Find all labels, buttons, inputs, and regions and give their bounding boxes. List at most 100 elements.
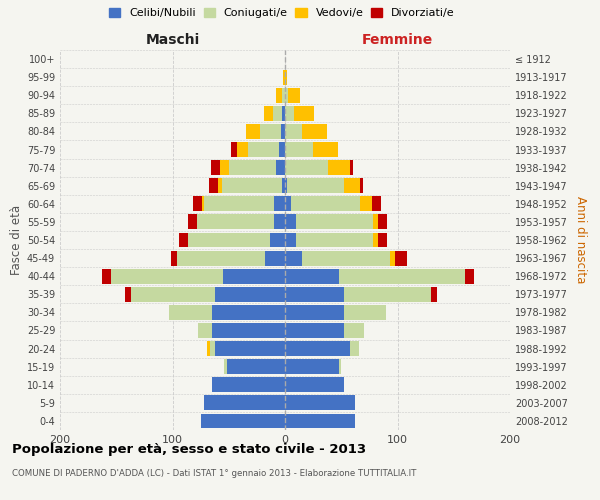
Bar: [465, 269, 474, 283]
Bar: [218, 178, 222, 193]
Bar: [212, 323, 285, 338]
Bar: [274, 214, 285, 230]
Bar: [215, 287, 285, 302]
Text: Popolazione per età, sesso e stato civile - 2013: Popolazione per età, sesso e stato civil…: [12, 442, 366, 456]
Bar: [281, 124, 285, 139]
Bar: [271, 232, 285, 248]
Bar: [125, 287, 131, 302]
Bar: [431, 287, 437, 302]
Bar: [215, 341, 285, 356]
Bar: [328, 160, 350, 175]
Bar: [245, 124, 260, 139]
Bar: [285, 160, 328, 175]
Bar: [285, 269, 339, 283]
Text: Maschi: Maschi: [145, 34, 200, 48]
Bar: [283, 70, 285, 84]
Bar: [209, 341, 215, 356]
Bar: [204, 396, 285, 410]
Bar: [188, 214, 197, 230]
Bar: [350, 160, 353, 175]
Bar: [285, 250, 302, 266]
Bar: [289, 88, 299, 102]
Bar: [343, 287, 431, 302]
Bar: [285, 378, 343, 392]
Text: Femmine: Femmine: [362, 34, 433, 48]
Bar: [231, 142, 236, 157]
Bar: [200, 414, 285, 428]
Bar: [263, 106, 272, 121]
Bar: [285, 323, 343, 338]
Bar: [389, 250, 395, 266]
Bar: [285, 196, 290, 211]
Bar: [343, 178, 361, 193]
Bar: [379, 232, 388, 248]
Bar: [188, 232, 271, 248]
Bar: [294, 106, 314, 121]
Bar: [339, 359, 341, 374]
Bar: [373, 214, 379, 230]
Bar: [285, 232, 296, 248]
Bar: [285, 88, 289, 102]
Legend: Celibi/Nubili, Coniugati/e, Vedovi/e, Divorziati/e: Celibi/Nubili, Coniugati/e, Vedovi/e, Di…: [107, 6, 457, 20]
Bar: [361, 178, 362, 193]
Bar: [285, 124, 302, 139]
Text: COMUNE DI PADERNO D'ADDA (LC) - Dati ISTAT 1° gennaio 2013 - Elaborazione TUTTIT: COMUNE DI PADERNO D'ADDA (LC) - Dati IST…: [12, 469, 416, 478]
Bar: [287, 178, 343, 193]
Bar: [204, 196, 274, 211]
Bar: [222, 178, 281, 193]
Bar: [280, 142, 285, 157]
Bar: [281, 88, 285, 102]
Bar: [101, 269, 110, 283]
Bar: [285, 396, 355, 410]
Y-axis label: Fasce di età: Fasce di età: [10, 205, 23, 275]
Bar: [302, 124, 326, 139]
Bar: [260, 124, 281, 139]
Bar: [227, 359, 285, 374]
Bar: [371, 196, 380, 211]
Bar: [172, 250, 177, 266]
Bar: [274, 196, 285, 211]
Bar: [281, 106, 285, 121]
Bar: [208, 341, 209, 356]
Bar: [285, 414, 355, 428]
Bar: [296, 214, 373, 230]
Bar: [285, 214, 296, 230]
Y-axis label: Anni di nascita: Anni di nascita: [574, 196, 587, 284]
Bar: [211, 160, 220, 175]
Bar: [209, 178, 218, 193]
Bar: [169, 305, 212, 320]
Bar: [212, 378, 285, 392]
Bar: [285, 106, 294, 121]
Bar: [290, 196, 361, 211]
Bar: [229, 160, 276, 175]
Bar: [193, 196, 202, 211]
Bar: [220, 160, 229, 175]
Bar: [265, 250, 285, 266]
Bar: [285, 142, 313, 157]
Bar: [199, 323, 212, 338]
Bar: [313, 142, 338, 157]
Bar: [302, 250, 389, 266]
Bar: [285, 305, 343, 320]
Bar: [285, 341, 350, 356]
Bar: [197, 214, 274, 230]
Bar: [281, 178, 285, 193]
Bar: [285, 70, 287, 84]
Bar: [110, 269, 223, 283]
Bar: [223, 269, 285, 283]
Bar: [395, 250, 407, 266]
Bar: [339, 269, 465, 283]
Bar: [236, 142, 248, 157]
Bar: [248, 142, 280, 157]
Bar: [379, 214, 388, 230]
Bar: [350, 341, 359, 356]
Bar: [131, 287, 215, 302]
Bar: [285, 359, 339, 374]
Bar: [202, 196, 204, 211]
Bar: [276, 88, 281, 102]
Bar: [361, 196, 371, 211]
Bar: [296, 232, 373, 248]
Bar: [343, 323, 364, 338]
Bar: [276, 160, 285, 175]
Bar: [179, 232, 188, 248]
